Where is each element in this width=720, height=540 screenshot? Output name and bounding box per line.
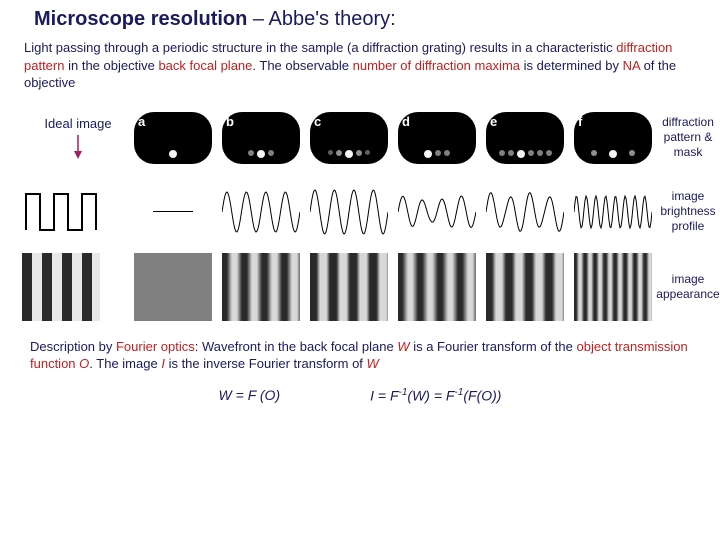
diffraction-dots bbox=[134, 150, 212, 158]
ideal-image-label: Ideal image bbox=[22, 116, 134, 131]
equations: W = F (O) I = F-1(W) = F-1(F(O)) bbox=[0, 387, 720, 404]
row-profiles: image brightness profile bbox=[0, 180, 720, 244]
image-f bbox=[574, 253, 652, 321]
profile-c bbox=[310, 184, 388, 240]
diffraction-dots bbox=[222, 150, 300, 158]
mask-label: a bbox=[138, 114, 145, 129]
mask-e: e bbox=[486, 112, 564, 164]
title-main: Microscope resolution bbox=[34, 8, 247, 30]
image-c bbox=[310, 253, 388, 321]
image-e bbox=[486, 253, 564, 321]
mask-b: b bbox=[222, 112, 300, 164]
mask-d: d bbox=[398, 112, 476, 164]
mask-label: c bbox=[314, 114, 321, 129]
profile-e bbox=[486, 184, 564, 240]
diffraction-dots bbox=[398, 150, 476, 158]
profile-a bbox=[134, 184, 212, 240]
page-title: Microscope resolution – Abbe's theory: bbox=[0, 0, 720, 31]
profile-f bbox=[574, 184, 652, 240]
diffraction-dots bbox=[574, 150, 652, 158]
description-paragraph: Description by Fourier optics: Wavefront… bbox=[0, 324, 720, 373]
intro-paragraph: Light passing through a periodic structu… bbox=[0, 31, 720, 92]
mask-label: f bbox=[578, 114, 582, 129]
row-label-masks: diffraction pattern & mask bbox=[656, 115, 720, 160]
row-label-images: image appearance bbox=[656, 272, 720, 302]
profile-b bbox=[222, 184, 300, 240]
row-masks: Ideal image a b c d e f diffraction pattern &… bbox=[0, 106, 720, 170]
mask-f: f bbox=[574, 112, 652, 164]
image-b bbox=[222, 253, 300, 321]
equation-2: I = F-1(W) = F-1(F(O)) bbox=[370, 387, 501, 404]
mask-a: a bbox=[134, 112, 212, 164]
image-d bbox=[398, 253, 476, 321]
row-images: image appearance bbox=[0, 250, 720, 324]
image-a bbox=[134, 253, 212, 321]
mask-c: c bbox=[310, 112, 388, 164]
mask-label: b bbox=[226, 114, 234, 129]
profile-d bbox=[398, 184, 476, 240]
diffraction-dots bbox=[310, 150, 388, 158]
equation-1: W = F (O) bbox=[219, 387, 281, 404]
row-label-profiles: image brightness profile bbox=[656, 189, 720, 234]
mask-label: d bbox=[402, 114, 410, 129]
ideal-square-wave bbox=[22, 182, 100, 238]
down-arrow-icon bbox=[73, 135, 83, 159]
mask-label: e bbox=[490, 114, 497, 129]
diffraction-dots bbox=[486, 150, 564, 158]
title-sub: – Abbe's theory: bbox=[247, 8, 395, 30]
ideal-image-swatch bbox=[22, 253, 100, 321]
